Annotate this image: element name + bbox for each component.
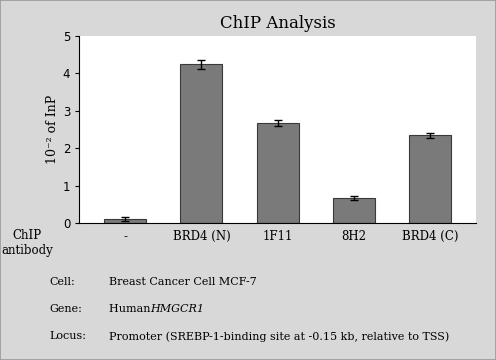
Y-axis label: 10⁻² of InP: 10⁻² of InP — [46, 95, 59, 164]
Text: HMGCR1: HMGCR1 — [150, 304, 204, 314]
Text: Human: Human — [109, 304, 154, 314]
Text: Promoter (SREBP-1-binding site at -0.15 kb, relative to TSS): Promoter (SREBP-1-binding site at -0.15 … — [109, 331, 449, 342]
Bar — [333, 198, 375, 223]
Text: ChIP
antibody: ChIP antibody — [1, 229, 53, 257]
Bar — [257, 123, 299, 223]
Title: ChIP Analysis: ChIP Analysis — [220, 15, 336, 32]
Text: Gene:: Gene: — [50, 304, 82, 314]
Bar — [104, 219, 146, 223]
Text: Breast Cancer Cell MCF-7: Breast Cancer Cell MCF-7 — [109, 277, 257, 287]
Bar — [181, 64, 222, 223]
Bar — [409, 135, 451, 223]
Text: Cell:: Cell: — [50, 277, 75, 287]
Text: Locus:: Locus: — [50, 331, 87, 341]
